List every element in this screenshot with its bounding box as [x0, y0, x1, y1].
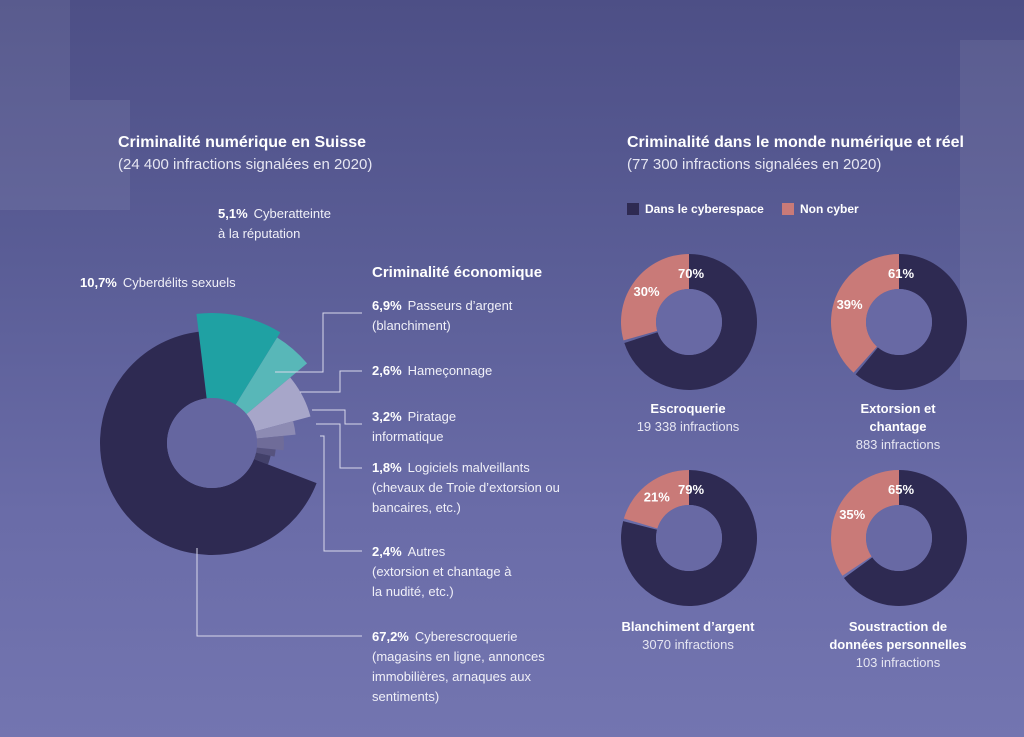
label-cyberatteinte: 5,1% Cyberatteinte à la réputation	[218, 206, 331, 241]
donut-caption-escroquerie: Escroquerie 19 338 infractions	[636, 401, 740, 434]
right-chart-subtitle: (77 300 infractions signalées en 2020)	[627, 156, 882, 173]
donut-slice-logiciels-malveillants	[255, 447, 276, 457]
background-shape	[0, 0, 70, 210]
background-shape	[960, 40, 1024, 380]
main-donut-chart	[100, 313, 317, 555]
donut-hole	[866, 505, 932, 571]
legend-swatch-noncyber	[782, 203, 794, 215]
label-cyberdelits-sexuels: 10,7% Cyberdélits sexuels	[80, 275, 236, 290]
donut-hole	[866, 289, 932, 355]
label-hameconnage: 2,6% Hameçonnage	[372, 363, 493, 378]
donut-hole	[656, 505, 722, 571]
donut-value-cyber: 61%	[888, 266, 914, 281]
label-piratage: 3,2% Piratage informatique	[372, 409, 457, 444]
donut-slice-cyber	[843, 470, 967, 607]
donut-value-noncyber: 21%	[644, 490, 670, 505]
label-passeurs-argent: 6,9% Passeurs d’argent (blanchiment)	[372, 298, 513, 333]
legend-swatch-cyber	[627, 203, 639, 215]
donut-slice-passeurs-d-argent-blanchiment-	[246, 377, 311, 432]
donut-slice-piratage-informatique	[256, 435, 285, 451]
left-chart-title: Criminalité numérique en Suisse	[118, 134, 367, 151]
donut-slice-cyberd-lits-sexuels	[196, 313, 281, 405]
donut-value-cyber: 79%	[678, 482, 704, 497]
donut-slice-cyber	[624, 254, 758, 390]
donut-value-cyber: 70%	[678, 266, 704, 281]
donut-slice-autres	[254, 452, 271, 465]
donut-slice-hame-onnage	[255, 421, 296, 439]
donut-caption-extorsion: Extorsion et chantage 883 infractions	[855, 401, 941, 452]
label-cyberescroquerie: 67,2% Cyberescroquerie (magasins en ligne,…	[372, 629, 545, 704]
label-autres: 2,4% Autres (extorsion et chantage à la nud…	[372, 544, 512, 599]
donut-slice-cyber	[621, 470, 758, 606]
donut-slice-noncyber	[831, 254, 899, 373]
donut-hole	[656, 289, 722, 355]
donut-value-noncyber: 35%	[839, 507, 865, 522]
donut-value-noncyber: 30%	[634, 284, 660, 299]
background-shape	[70, 100, 130, 210]
donut-slice-noncyber	[621, 253, 689, 341]
donut-caption-blanchiment: Blanchiment d’argent 3070 infractions	[621, 619, 755, 652]
legend-item-cyber: Dans le cyberespace	[627, 202, 764, 216]
donut-slice-cyber	[855, 254, 967, 390]
donut-slice-cyberescroquerie	[100, 331, 317, 555]
donut-value-noncyber: 39%	[837, 297, 863, 312]
donut-value-cyber: 65%	[888, 482, 914, 497]
donut-hole	[167, 398, 257, 488]
left-chart-subtitle: (24 400 infractions signalées en 2020)	[118, 156, 373, 173]
donut-slice-noncyber	[623, 470, 689, 529]
donut-slice-cyberatteinte-la-r-putation	[235, 337, 308, 415]
section-title-criminalite-economique: Criminalité économique	[372, 264, 543, 281]
legend-item-noncyber: Non cyber	[782, 202, 859, 216]
donut-slice-noncyber	[830, 470, 899, 576]
label-logiciels-malveillants: 1,8% Logiciels malveillants (chevaux de Tr…	[372, 460, 560, 515]
donut-caption-soustraction: Soustraction de données personnelles 103…	[829, 619, 967, 670]
right-chart-title: Criminalité dans le monde numérique et r…	[627, 134, 964, 151]
